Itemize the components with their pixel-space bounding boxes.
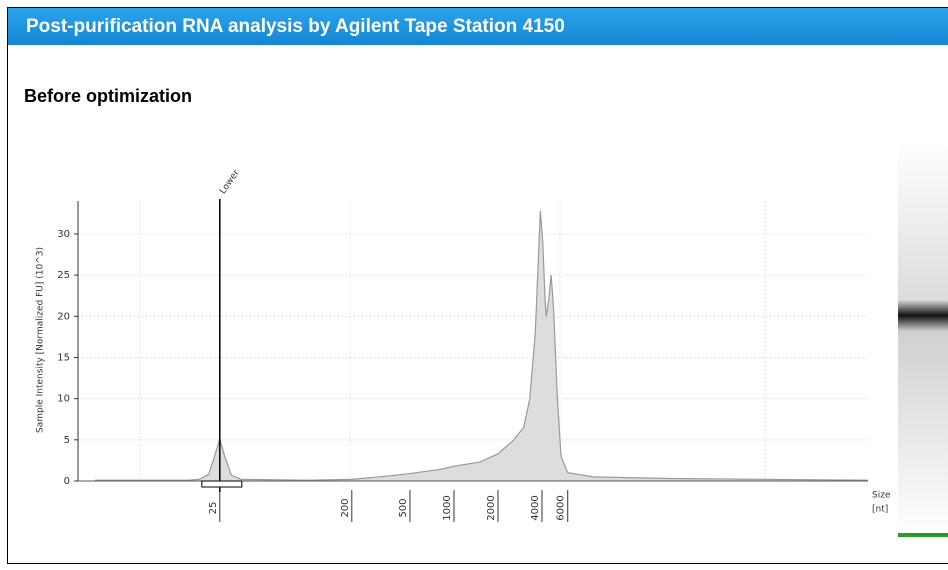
x-tick-label: 4000 (530, 495, 541, 520)
y-tick-label: 0 (64, 476, 70, 487)
y-tick-label: 5 (64, 435, 70, 446)
y-tick-label: 30 (57, 229, 70, 240)
x-tick-label: 200 (340, 498, 351, 517)
page: {"header": {"title": "Post-purification … (0, 0, 948, 570)
x-axis-label: Size (872, 491, 891, 501)
y-tick-label: 25 (57, 270, 70, 281)
x-tick-label: 1000 (442, 495, 453, 520)
gel-marker-line (898, 533, 948, 537)
y-axis-label: Sample Intensity [Normalized FU] (10^3) (36, 247, 46, 433)
x-tick-label: 500 (398, 498, 409, 517)
y-tick-label: 10 (57, 394, 70, 405)
marker-box (202, 481, 242, 487)
gel-lane (898, 143, 948, 535)
marker-label: Lower (218, 168, 242, 196)
y-tick-label: 20 (57, 311, 70, 322)
x-axis-label: [nt] (872, 505, 888, 515)
x-tick-label: 25 (208, 502, 219, 515)
vertical-grid (140, 201, 765, 481)
x-tick-label: 6000 (556, 495, 567, 520)
trace-area (95, 211, 868, 481)
chart: 0 5 10 15 20 25 30 Sample Intensity [Normalized… (0, 0, 948, 570)
x-tick-label: 2000 (486, 495, 497, 520)
y-tick-label: 15 (57, 352, 70, 363)
